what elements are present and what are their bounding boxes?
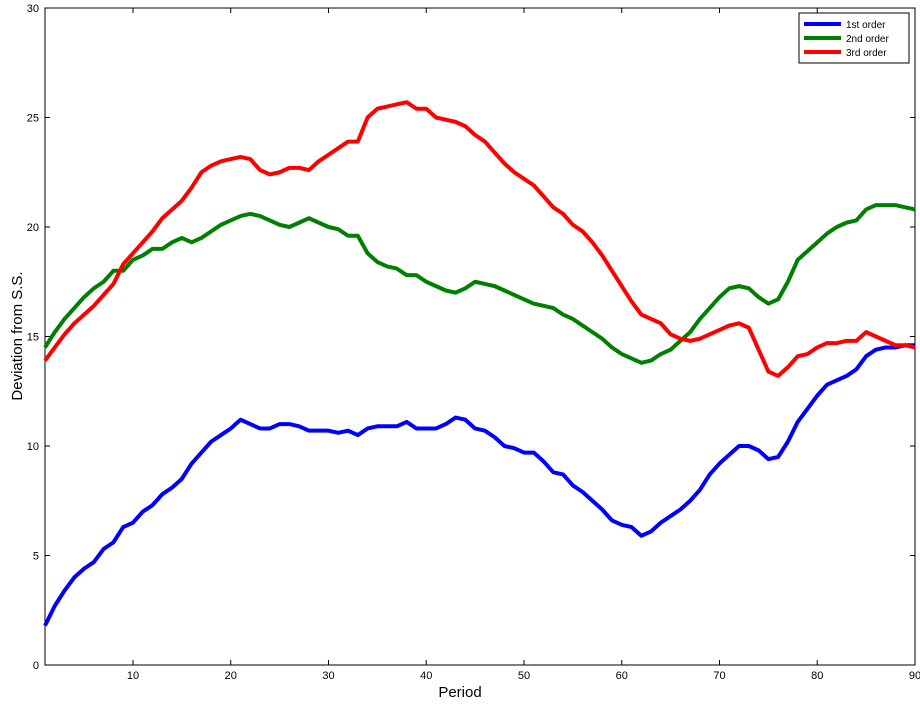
x-tick-label: 20 <box>225 670 237 682</box>
legend-label: 3rd order <box>846 48 887 59</box>
y-tick-label: 25 <box>27 113 39 125</box>
line <box>43 203 916 365</box>
x-tick-label: 50 <box>518 670 530 682</box>
x-axis-label: Period <box>438 684 481 701</box>
plot-area <box>44 7 916 666</box>
y-tick-label: 10 <box>27 441 39 453</box>
line <box>43 343 915 627</box>
y-tick-label: 15 <box>27 332 39 344</box>
line <box>43 100 916 378</box>
x-tick-label: 90 <box>909 670 920 682</box>
x-tick-label: 10 <box>127 670 139 682</box>
x-tick-label: 80 <box>811 670 823 682</box>
legend-label: 2nd order <box>846 34 889 45</box>
legend-label: 1st order <box>846 20 886 31</box>
x-tick-label: 40 <box>420 670 432 682</box>
y-tick-label: 20 <box>27 222 39 234</box>
x-tick-label: 30 <box>322 670 334 682</box>
y-tick-label: 5 <box>33 551 39 563</box>
y-tick-label: 30 <box>27 3 39 15</box>
x-tick-label: 70 <box>713 670 725 682</box>
y-axis-label: Deviation from S.S. <box>9 271 26 400</box>
x-tick-label: 60 <box>616 670 628 682</box>
y-tick-label: 0 <box>33 660 39 672</box>
